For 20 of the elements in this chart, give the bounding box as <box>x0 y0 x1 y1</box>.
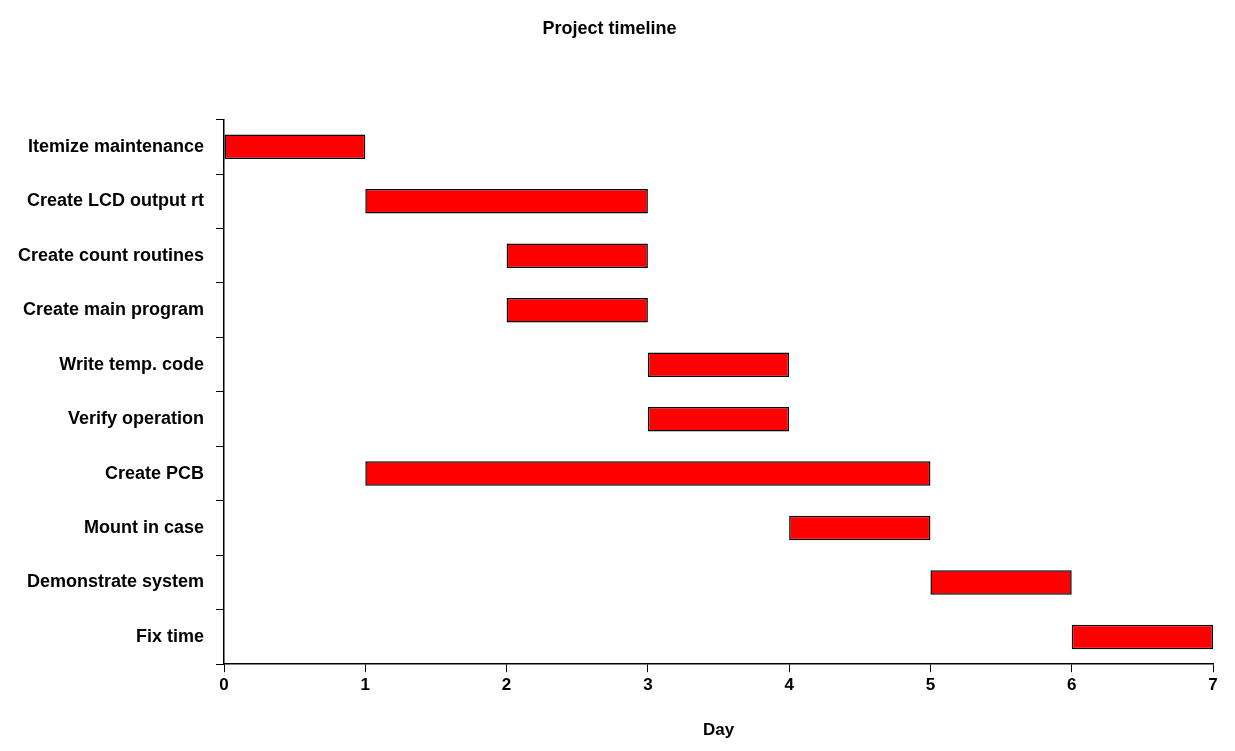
x-tick-label: 7 <box>1208 675 1218 695</box>
x-tick-label: 2 <box>501 675 512 695</box>
x-tick-label: 4 <box>784 675 795 695</box>
y-tick-label: Mount in case <box>84 517 205 538</box>
x-tick-label: 3 <box>643 675 653 695</box>
x-tick-label: 0 <box>219 675 229 695</box>
y-tick-label: Create LCD output rt <box>27 190 205 211</box>
y-tick-label: Create main program <box>22 299 205 320</box>
x-tick-label: 5 <box>925 675 936 695</box>
y-tick-label: Create count routines <box>18 244 205 265</box>
y-tick-label: Demonstrate system <box>26 571 205 592</box>
y-tick-label: Verify operation <box>67 408 205 429</box>
x-tick-label: 6 <box>1066 675 1077 695</box>
x-axis-title: Day <box>702 720 735 740</box>
x-tick-label: 1 <box>360 675 371 695</box>
y-tick-label: Write temp. code <box>59 353 205 374</box>
chart-title: Project timeline <box>542 17 677 38</box>
y-tick-label: Itemize maintenance <box>27 135 205 156</box>
y-tick-label: Fix time <box>136 625 205 646</box>
y-tick-label: Create PCB <box>104 462 205 483</box>
